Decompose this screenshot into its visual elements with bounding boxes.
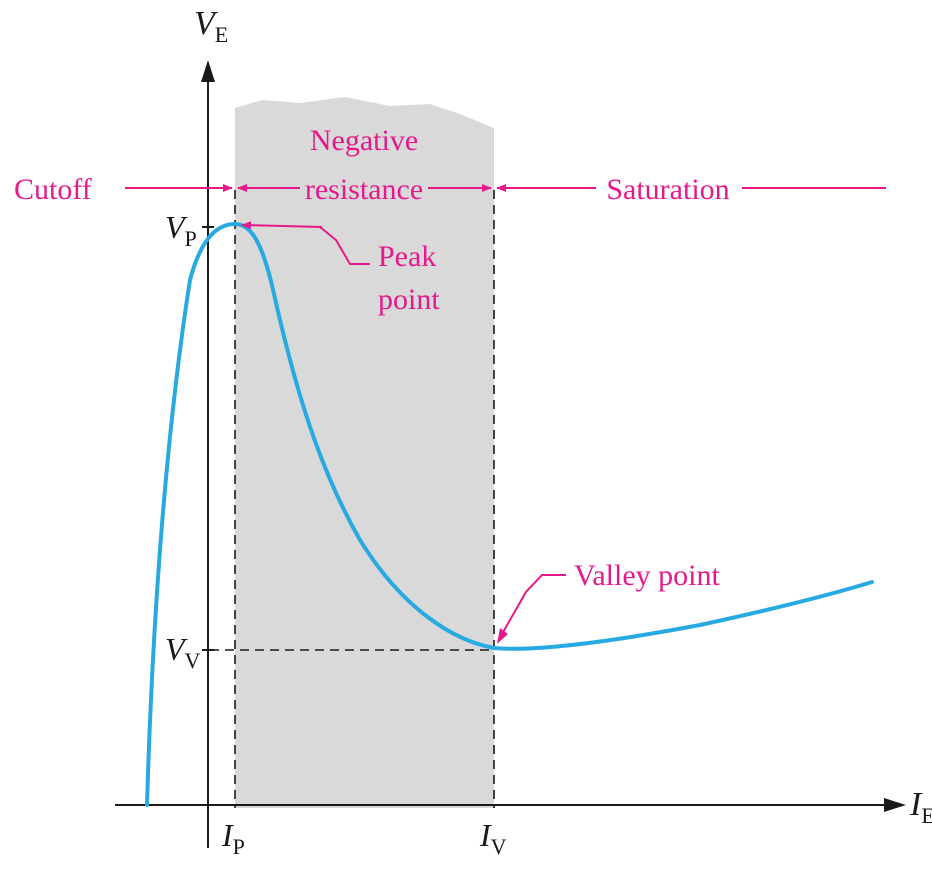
- valley-label: Valley point: [574, 559, 720, 592]
- valley-point-leader: [501, 574, 566, 635]
- x-axis-arrowhead: [884, 798, 906, 812]
- negative-label-line2: resistance: [305, 173, 423, 206]
- peak-label-line2: point: [378, 283, 440, 316]
- vp-tick-label: VP: [165, 209, 197, 251]
- characteristic-curve: [145, 221, 874, 807]
- vv-tick-sub: V: [185, 648, 201, 673]
- peak-point-arrow: [241, 221, 323, 230]
- peak-label-line1: Peak: [378, 240, 436, 273]
- cutoff-label: Cutoff: [14, 173, 92, 206]
- negative-resistance-region: [235, 97, 494, 808]
- y-axis-label: VE: [194, 5, 228, 47]
- saturation-label: Saturation: [606, 173, 729, 206]
- x-axis-label-sub: E: [921, 803, 932, 828]
- vp-tick-sub: P: [185, 226, 197, 251]
- valley-point-arrowhead: [497, 628, 508, 644]
- vv-tick-main: V: [165, 631, 188, 667]
- x-axis-label-main: I: [909, 786, 923, 823]
- iv-tick-main: I: [479, 817, 492, 853]
- negative-label-line1: Negative: [310, 124, 418, 157]
- ip-tick-sub: P: [233, 834, 245, 859]
- vv-tick-label: VV: [165, 631, 201, 673]
- y-axis-label-sub: E: [215, 22, 228, 47]
- peak-point-leader: [319, 226, 370, 265]
- vp-tick-main: V: [165, 209, 188, 245]
- y-axis-arrowhead: [201, 60, 215, 82]
- ip-tick-label: IP: [221, 817, 245, 859]
- x-axis-label: IE: [909, 786, 932, 828]
- iv-tick-label: IV: [479, 817, 507, 859]
- iv-tick-sub: V: [491, 834, 507, 859]
- ip-tick-main: I: [221, 817, 234, 853]
